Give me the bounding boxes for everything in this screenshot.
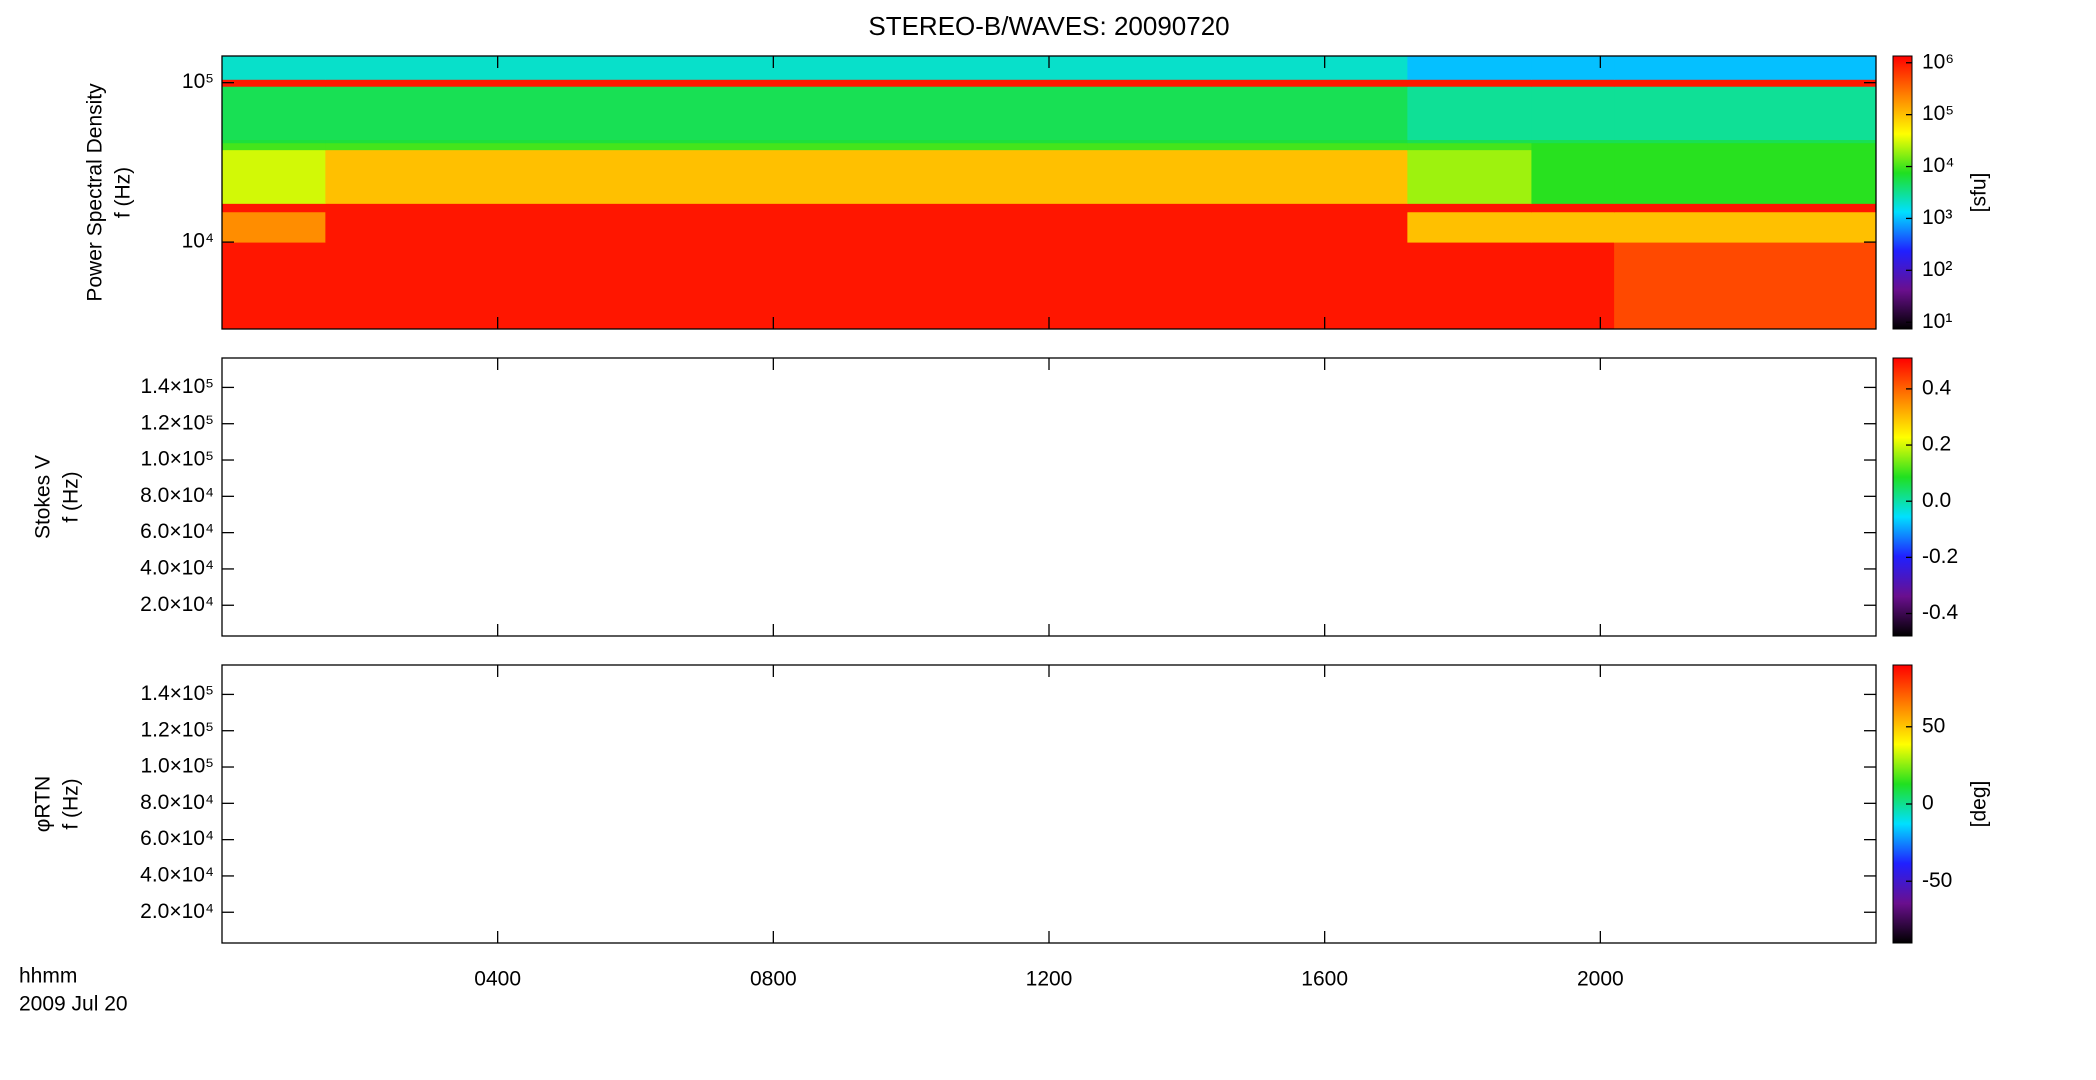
colorbar-label: [deg]: [1968, 781, 1991, 828]
x-tick-label: 1200: [1026, 968, 1073, 991]
colorbar-tick-label: 10⁴: [1922, 154, 1954, 177]
heatmap-cell: [1531, 149, 1615, 204]
colorbar-tick-label: 0: [1922, 792, 1934, 815]
heatmap-cell: [1614, 56, 1876, 80]
colorbar-tick-label: -0.4: [1922, 601, 1959, 624]
colorbar-tick-label: 10⁵: [1922, 102, 1954, 125]
heatmap-cell: [222, 86, 326, 141]
colorbar-tick-label: 10³: [1922, 206, 1952, 229]
y-tick-label: 4.0×10⁴: [140, 556, 214, 579]
y-tick-label: 1.4×10⁵: [140, 682, 214, 705]
heatmap-cell: [1614, 139, 1876, 144]
y-axis-label: f (Hz): [112, 167, 135, 218]
y-tick-label: 4.0×10⁴: [140, 863, 214, 886]
heatmap-cell: [1407, 149, 1532, 204]
colorbar-tick-label: 50: [1922, 714, 1945, 737]
colorbar-tick-label: 0.4: [1922, 376, 1952, 399]
heatmap-cell: [222, 139, 326, 144]
colorbar-tick-label: 0.0: [1922, 489, 1951, 512]
y-tick-label: 6.0×10⁴: [140, 520, 214, 543]
heatmap-cell: [325, 149, 1408, 204]
heatmap-cell: [222, 79, 326, 87]
heatmap-cell: [1531, 211, 1615, 243]
x-tick-label: 0800: [750, 968, 797, 991]
y-tick-label: 1.2×10⁵: [140, 718, 214, 741]
y-tick-label: 10⁴: [182, 230, 214, 253]
y-axis-label: Stokes V: [32, 455, 55, 539]
colorbar-tick-label: 10⁶: [1922, 50, 1954, 73]
x-tick-label: 1600: [1301, 968, 1348, 991]
heatmap-cell: [325, 242, 1408, 329]
heatmap-cell: [222, 149, 326, 204]
heatmap-cell: [1407, 86, 1532, 141]
y-tick-label: 6.0×10⁴: [140, 827, 214, 850]
heatmap-cell: [222, 242, 326, 329]
heatmap-cell: [222, 56, 326, 80]
x-axis-label: hhmm: [19, 965, 77, 988]
y-axis-label: f (Hz): [60, 471, 83, 522]
heatmap-cell: [325, 86, 1408, 141]
heatmap-cell: [1531, 56, 1615, 80]
heatmap-cell: [1407, 203, 1532, 213]
heatmap-cell: [1614, 79, 1876, 87]
y-tick-label: 8.0×10⁴: [140, 484, 214, 507]
y-tick-label: 1.4×10⁵: [140, 375, 214, 398]
plot-area: [222, 56, 1876, 329]
plot-frame: [221, 664, 1877, 944]
heatmap-cell: [325, 211, 1408, 243]
heatmap-cell: [1614, 211, 1876, 243]
y-tick-label: 8.0×10⁴: [140, 791, 214, 814]
colorbar-tick-label: 0.2: [1922, 433, 1951, 456]
y-tick-label: 2.0×10⁴: [140, 900, 214, 923]
heatmap-cell: [325, 203, 1408, 213]
heatmap-cell: [1531, 142, 1615, 151]
heatmap-cell: [1531, 139, 1615, 144]
heatmap-cell: [1531, 242, 1615, 329]
heatmap-cell: [222, 211, 326, 243]
y-tick-label: 1.0×10⁵: [140, 448, 214, 471]
y-tick-label: 2.0×10⁴: [140, 593, 214, 616]
x-axis-label: 2009 Jul 20: [19, 993, 128, 1016]
heatmap-cell: [1407, 79, 1532, 87]
colorbar-tick-label: -0.2: [1922, 545, 1958, 568]
heatmap-cell: [1407, 211, 1532, 243]
colorbar-tick-label: -50: [1922, 869, 1952, 892]
plot-frame: [221, 357, 1877, 637]
x-tick-label: 0400: [474, 968, 521, 991]
heatmap-cell: [325, 56, 1408, 80]
y-axis-label: φRTN: [32, 776, 55, 832]
heatmap-cell: [1407, 56, 1532, 80]
heatmap-cell: [1614, 242, 1876, 329]
heatmap-cell: [1407, 142, 1532, 151]
heatmap-cell: [1407, 242, 1532, 329]
heatmap-cell: [1531, 79, 1615, 87]
y-axis-label: f (Hz): [60, 778, 83, 829]
x-tick-label: 2000: [1577, 968, 1624, 991]
heatmap-cell: [325, 139, 1408, 144]
heatmap-cell: [1407, 139, 1532, 144]
y-tick-label: 10⁵: [182, 70, 214, 93]
heatmap-cell: [222, 142, 326, 151]
y-axis-label: Power Spectral Density: [84, 83, 107, 302]
colorbar: [1892, 357, 1913, 637]
heatmap-cell: [1614, 142, 1876, 151]
y-tick-label: 1.2×10⁵: [140, 411, 214, 434]
chart-title: STEREO-B/WAVES: 20090720: [868, 11, 1229, 41]
heatmap-cell: [1531, 86, 1615, 141]
heatmap-cell: [1614, 86, 1876, 141]
heatmap-cell: [1531, 203, 1615, 213]
heatmap-cell: [325, 142, 1408, 151]
heatmap-cell: [1614, 149, 1876, 204]
heatmap-cell: [222, 203, 326, 213]
y-tick-label: 1.0×10⁵: [140, 755, 214, 778]
colorbar-label: [sfu]: [1968, 173, 1991, 213]
heatmap-cell: [325, 79, 1408, 87]
heatmap-cell: [1614, 203, 1876, 213]
colorbar: [1892, 55, 1913, 330]
colorbar-tick-label: 10²: [1922, 258, 1952, 281]
colorbar-tick-label: 10¹: [1922, 310, 1952, 333]
